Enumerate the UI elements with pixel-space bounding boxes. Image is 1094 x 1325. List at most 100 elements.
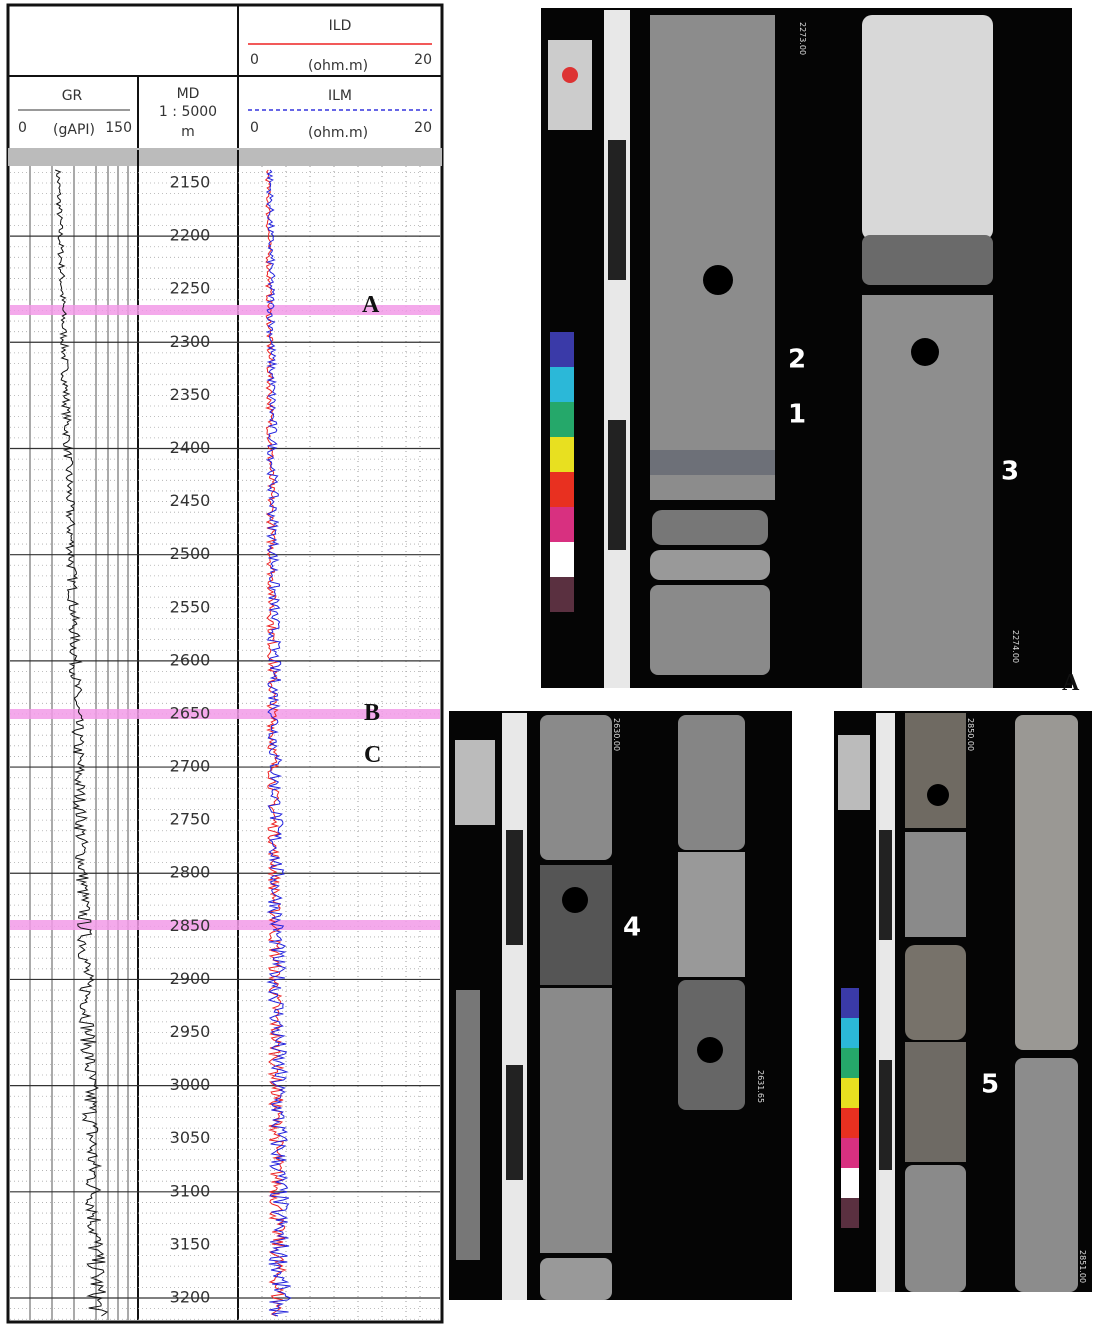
- depth-label: 2850: [170, 916, 211, 935]
- core-piece: [678, 715, 745, 850]
- core-hole: [562, 887, 588, 913]
- core-piece: [905, 1042, 966, 1162]
- depth-label: 2350: [170, 385, 211, 404]
- depth-label: 3000: [170, 1075, 211, 1094]
- legend-swatch: [550, 507, 574, 542]
- logo-mark: [562, 67, 578, 83]
- depth-label: 2273.00: [798, 22, 807, 55]
- figure: ILD 0 (ohm.m) 20 ILM 0 (ohm.m) 20 GR 0 (…: [0, 0, 1094, 1325]
- core-piece: [650, 15, 775, 500]
- depth-label: 2200: [170, 226, 211, 245]
- core-number: 2: [788, 345, 806, 375]
- legend-swatch: [841, 1138, 859, 1168]
- scale-block: [608, 140, 626, 280]
- core-piece: [1015, 715, 1078, 1050]
- core-number: 4: [623, 913, 641, 943]
- legend-swatch: [841, 1048, 859, 1078]
- core-photo-5: 5 2850.00 2851.00: [834, 711, 1092, 1292]
- legend-swatch: [550, 542, 574, 577]
- scale-strip: [604, 10, 630, 688]
- depth-label: 2800: [170, 863, 211, 882]
- legend-swatch: [841, 1078, 859, 1108]
- ild-min: 0: [250, 52, 259, 68]
- scale-strip: [876, 713, 895, 1292]
- marker-letter: A: [362, 292, 380, 318]
- depth-label: 2700: [170, 757, 211, 776]
- legend-swatch: [841, 1168, 859, 1198]
- core-band: [650, 450, 775, 475]
- depth-label: 2550: [170, 597, 211, 616]
- color-legend: [550, 332, 574, 612]
- depth-label: 2400: [170, 438, 211, 457]
- depth-label: 2250: [170, 279, 211, 298]
- core-piece: [652, 510, 768, 545]
- color-legend: [841, 988, 859, 1228]
- legend-swatch: [841, 1018, 859, 1048]
- scale-block: [506, 830, 523, 945]
- depth-label: 3100: [170, 1181, 211, 1200]
- core-piece: [540, 988, 612, 1253]
- depth-label: 3200: [170, 1287, 211, 1306]
- gr-max: 150: [105, 120, 132, 136]
- depth-label: 2750: [170, 810, 211, 829]
- core-piece: [862, 15, 993, 240]
- md-scale: 1 : 5000: [159, 104, 217, 120]
- depth-label: 2950: [170, 1022, 211, 1041]
- core-piece: [905, 945, 966, 1040]
- md-title: MD: [177, 86, 200, 102]
- depth-label: 3050: [170, 1128, 211, 1147]
- depth-label: 2900: [170, 969, 211, 988]
- legend-swatch: [841, 1108, 859, 1138]
- gr-title: GR: [62, 88, 83, 104]
- depth-label: 3150: [170, 1234, 211, 1253]
- legend-swatch: [841, 988, 859, 1018]
- ilm-max: 20: [414, 120, 432, 136]
- ilm-title: ILM: [328, 88, 352, 104]
- core-piece: [540, 1258, 612, 1300]
- scale-block: [608, 420, 626, 550]
- ild-title: ILD: [329, 18, 352, 34]
- header-band: [8, 148, 442, 166]
- legend-swatch: [550, 472, 574, 507]
- core-photo-4: 4 2630.00 2631.65: [449, 711, 792, 1300]
- legend-swatch: [550, 367, 574, 402]
- ild-unit: (ohm.m): [308, 58, 368, 74]
- gr-min: 0: [18, 120, 27, 136]
- depth-label: 2500: [170, 544, 211, 563]
- depth-label: 2300: [170, 332, 211, 351]
- legend-swatch: [841, 1198, 859, 1228]
- gray-legend: [456, 990, 480, 1260]
- depth-label: 2850.00: [966, 718, 975, 751]
- ilm-unit: (ohm.m): [308, 125, 368, 141]
- scale-block: [879, 1060, 892, 1170]
- logo: [838, 735, 870, 810]
- core-hole: [927, 784, 949, 806]
- depth-label: 2600: [170, 650, 211, 669]
- logo: [455, 740, 495, 825]
- core-photo-a: 2 1 3 2273.00 2274.00: [541, 8, 1072, 688]
- legend-swatch: [550, 332, 574, 367]
- core-piece: [540, 715, 612, 860]
- core-piece: [905, 1165, 966, 1292]
- core-piece: [905, 832, 966, 937]
- core-piece: [650, 585, 770, 675]
- marker-letter: C: [364, 742, 381, 768]
- core-hole: [703, 265, 733, 295]
- core-hole: [697, 1037, 723, 1063]
- core-piece: [862, 235, 993, 285]
- core-number: 1: [788, 400, 806, 430]
- legend-swatch: [550, 402, 574, 437]
- page: ILD 0 (ohm.m) 20 ILM 0 (ohm.m) 20 GR 0 (…: [0, 0, 1094, 1325]
- ilm-min: 0: [250, 120, 259, 136]
- legend-swatch: [550, 577, 574, 612]
- core-piece: [905, 713, 966, 828]
- depth-label: 2851.00: [1078, 1250, 1087, 1283]
- core-piece: [1015, 1058, 1078, 1292]
- core-number: 5: [981, 1070, 999, 1100]
- well-log: ILD 0 (ohm.m) 20 ILM 0 (ohm.m) 20 GR 0 (…: [8, 5, 442, 1322]
- depth-label: 2274.00: [1011, 630, 1020, 663]
- marker-letter: B: [364, 700, 380, 726]
- ild-max: 20: [414, 52, 432, 68]
- panel-label: A: [1062, 670, 1080, 696]
- md-unit: m: [181, 124, 195, 140]
